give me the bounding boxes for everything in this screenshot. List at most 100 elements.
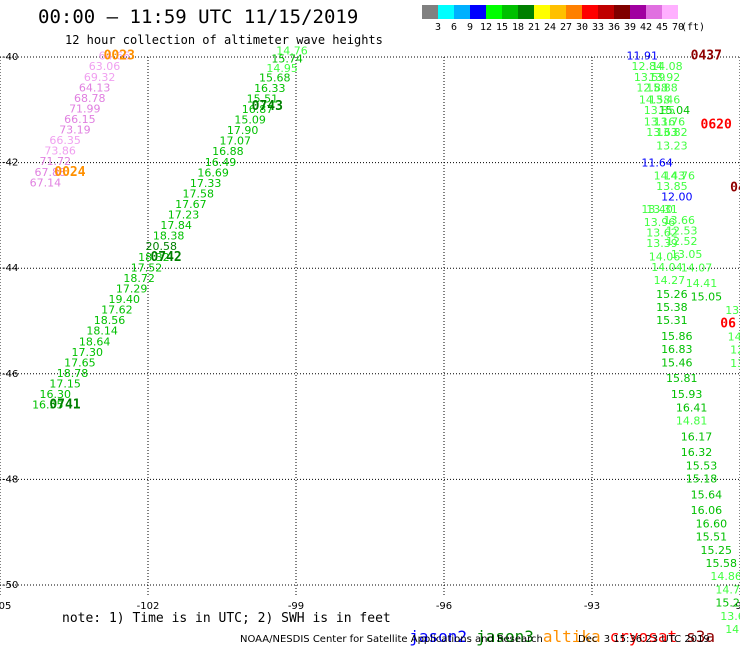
swh-value-label: 17.58 xyxy=(183,187,215,200)
swh-value-label: 17.29 xyxy=(116,282,148,295)
swh-value-label: 67.88 xyxy=(35,166,67,179)
swh-value-label: 12.00 xyxy=(661,191,693,204)
swh-value-label: 15.64 xyxy=(691,488,723,501)
swh-value-label: 69.32 xyxy=(84,71,116,84)
swh-value-label: 15.05 xyxy=(691,290,723,303)
swh-value-label: 13 xyxy=(730,357,740,370)
swh-value-label: 14.43 xyxy=(654,169,686,182)
color-scale-tick: 6 xyxy=(450,22,458,33)
swh-value-label: 17.84 xyxy=(160,219,192,232)
color-scale-tick: 21 xyxy=(527,22,541,33)
color-scale-cell xyxy=(518,5,534,19)
color-scale-tick: 3 xyxy=(434,22,442,33)
swh-value-label: 16.06 xyxy=(691,504,723,517)
swh-value-label: 63.06 xyxy=(89,60,121,73)
swh-value-label: 15.09 xyxy=(234,114,265,127)
swh-value-label: 14.76 xyxy=(276,44,308,57)
swh-value-label: 64.66 xyxy=(99,50,130,63)
swh-value-label: 14.58 xyxy=(639,93,671,106)
swh-value-label: 13.39 xyxy=(646,237,678,250)
color-scale-tick: 15 xyxy=(495,22,509,33)
swh-value-label: 12.53 xyxy=(666,224,698,237)
swh-value-label: 13.62 xyxy=(646,227,678,240)
swh-value-label: 16.87 xyxy=(242,103,274,116)
color-scale-tick: 39 xyxy=(623,22,637,33)
swh-value-label: 15.51 xyxy=(696,531,728,544)
color-scale-tick: 30 xyxy=(575,22,589,33)
swh-value-label: 66.15 xyxy=(64,113,96,126)
swh-value-label: 17.33 xyxy=(190,177,222,190)
color-scale-tick: 24 xyxy=(543,22,557,33)
pass-time-label: 0437 xyxy=(691,49,722,64)
swh-value-label: 15.53 xyxy=(686,459,718,472)
swh-value-label: 11.64 xyxy=(641,156,673,169)
x-tick-label: -102 xyxy=(137,601,160,612)
swh-value-label: 16.33 xyxy=(254,82,285,95)
swh-value-label: 71.99 xyxy=(69,102,101,115)
swh-value-label: 16.69 xyxy=(197,166,229,179)
swh-value-label: 13.92 xyxy=(649,71,681,84)
swh-value-label: 19.40 xyxy=(109,293,140,306)
swh-value-label: 14.08 xyxy=(651,60,683,73)
swh-value-label: 11.91 xyxy=(627,50,659,63)
swh-value-label: 13.66 xyxy=(664,214,696,227)
swh-value-label: 68.78 xyxy=(74,92,106,105)
swh-value-label: 15.04 xyxy=(659,104,691,117)
pass-time-label: 0023 xyxy=(104,49,135,64)
generated-timestamp: Dec 3 15:36:23 UTC 2019 xyxy=(578,634,710,645)
legend-altika: altika xyxy=(542,627,601,646)
swh-value-label: 17.23 xyxy=(168,209,200,222)
swh-value-label: 15.26 xyxy=(656,288,688,301)
swh-value-label: 16.30 xyxy=(39,388,71,401)
color-scale-cell xyxy=(534,5,550,19)
swh-value-label: 14.41 xyxy=(686,277,718,290)
swh-value-label: 13.82 xyxy=(656,126,688,139)
swh-value-label: 14.86 xyxy=(710,570,740,583)
pass-time-label: 06 xyxy=(720,316,736,331)
y-tick-label: -50 xyxy=(2,580,18,591)
swh-value-label: 13.85 xyxy=(644,104,676,117)
swh-value-label: 64.13 xyxy=(79,81,111,94)
pass-time-label: 0741 xyxy=(49,398,80,413)
swh-value-label: 18.78 xyxy=(57,367,89,380)
color-scale-tick: 9 xyxy=(466,22,474,33)
x-tick-label: -90 xyxy=(732,601,740,612)
x-tick-label: -96 xyxy=(436,601,452,612)
swh-value-label: 17.30 xyxy=(72,346,104,359)
swh-value-label: 13.31 xyxy=(646,203,678,216)
swh-value-label: 13.23 xyxy=(656,139,688,152)
swh-value-label: 15.88 xyxy=(646,81,678,94)
color-scale-tick: 42 xyxy=(639,22,653,33)
swh-value-label: 16.83 xyxy=(661,343,693,356)
color-scale-cell xyxy=(454,5,470,19)
footnote: note: 1) Time is in UTC; 2) SWH is in fe… xyxy=(62,611,391,626)
swh-value-label: 12.52 xyxy=(666,235,698,248)
x-tick-label: -99 xyxy=(288,601,304,612)
swh-value-label: 14.78 xyxy=(715,583,740,596)
swh-value-label: 13.96 xyxy=(644,216,676,229)
swh-value-label: 12.84 xyxy=(631,60,663,73)
swh-value-label: 18.32 xyxy=(138,251,170,264)
swh-value-label: 15.68 xyxy=(259,71,291,84)
swh-value-label: 67.14 xyxy=(30,176,61,189)
chart-subtitle: 12 hour collection of altimeter wave hei… xyxy=(65,33,383,47)
swh-value-label: 13.69 xyxy=(720,610,740,623)
color-scale-cell xyxy=(502,5,518,19)
swh-value-label: 15.93 xyxy=(671,388,703,401)
color-scale-cell xyxy=(422,5,438,19)
legend-jason3: jason3 xyxy=(476,627,534,646)
swh-value-label: 14.9 xyxy=(728,331,740,344)
color-scale-cell xyxy=(486,5,502,19)
swh-value-label: 16.55 xyxy=(32,399,64,412)
color-scale-cell xyxy=(662,5,678,19)
x-tick-label: -105 xyxy=(0,601,11,612)
swh-value-label: 15.38 xyxy=(656,301,688,314)
swh-value-label: 18.64 xyxy=(79,335,111,348)
legend-s3a: s3a xyxy=(686,627,715,646)
swh-value-label: 16.88 xyxy=(212,145,244,158)
swh-value-label: 13.13 xyxy=(725,304,740,317)
y-tick-label: -48 xyxy=(2,474,18,485)
swh-value-label: 18.72 xyxy=(123,272,155,285)
color-scale-tick: 27 xyxy=(559,22,573,33)
